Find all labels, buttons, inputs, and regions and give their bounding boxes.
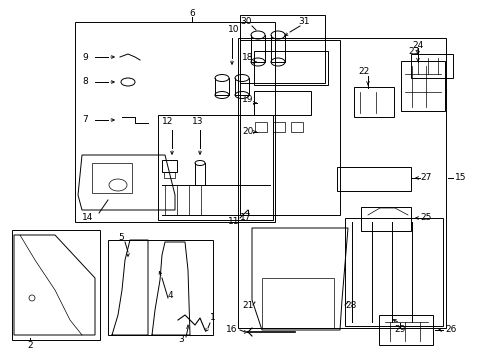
Text: 13: 13 bbox=[192, 117, 203, 126]
Bar bbox=[108, 240, 213, 335]
Text: 18: 18 bbox=[242, 54, 253, 63]
Bar bbox=[162, 160, 177, 172]
Text: 16: 16 bbox=[225, 325, 237, 334]
Text: 31: 31 bbox=[298, 18, 309, 27]
Text: 24: 24 bbox=[411, 40, 423, 49]
Bar bbox=[163, 172, 175, 178]
Text: 26: 26 bbox=[444, 325, 455, 334]
Bar bbox=[272, 122, 285, 132]
Text: 7: 7 bbox=[82, 116, 87, 125]
Text: 14: 14 bbox=[82, 213, 93, 222]
Text: 2: 2 bbox=[27, 341, 33, 350]
Bar bbox=[75, 22, 274, 222]
Text: 19: 19 bbox=[242, 95, 253, 104]
Text: 12: 12 bbox=[162, 117, 173, 126]
Text: 27: 27 bbox=[419, 174, 430, 183]
Text: 23: 23 bbox=[407, 48, 419, 57]
Bar bbox=[158, 115, 272, 220]
Text: 10: 10 bbox=[227, 26, 239, 35]
Bar bbox=[240, 40, 339, 215]
Text: 20: 20 bbox=[242, 127, 253, 136]
Text: 22: 22 bbox=[357, 68, 368, 77]
Text: 1: 1 bbox=[209, 314, 215, 323]
Text: 30: 30 bbox=[240, 18, 251, 27]
Text: 15: 15 bbox=[454, 174, 466, 183]
Text: 6: 6 bbox=[189, 9, 195, 18]
Text: 8: 8 bbox=[82, 77, 87, 86]
Text: 21: 21 bbox=[242, 301, 253, 310]
Text: 4: 4 bbox=[168, 291, 173, 300]
Bar bbox=[254, 122, 266, 132]
Text: 9: 9 bbox=[82, 53, 87, 62]
Text: 25: 25 bbox=[419, 213, 430, 222]
Text: 11: 11 bbox=[227, 217, 239, 226]
Bar bbox=[240, 15, 325, 83]
Bar bbox=[345, 218, 442, 326]
Text: 28: 28 bbox=[345, 301, 356, 310]
Bar bbox=[262, 278, 333, 328]
Bar bbox=[290, 122, 303, 132]
Bar bbox=[92, 163, 132, 193]
Text: 29: 29 bbox=[393, 325, 405, 334]
Bar bbox=[12, 230, 100, 340]
Text: 3: 3 bbox=[178, 336, 183, 345]
Bar bbox=[238, 38, 445, 328]
Text: 17: 17 bbox=[240, 213, 251, 222]
Text: 5: 5 bbox=[118, 234, 123, 243]
